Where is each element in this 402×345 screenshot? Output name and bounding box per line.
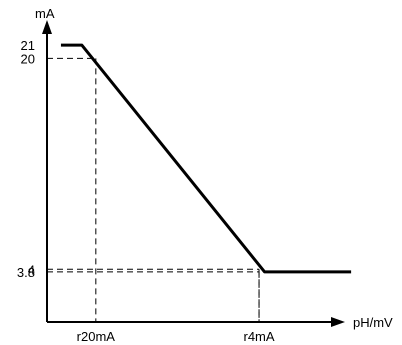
- y-tick-label: 4: [28, 262, 35, 277]
- x-tick-label: r4mA: [244, 329, 275, 344]
- y-tick-label: 3.8: [17, 265, 35, 280]
- x-tick-labels: r20mA r4mA: [77, 329, 275, 344]
- reference-lines: [47, 57, 260, 322]
- series-line: [60, 43, 352, 274]
- x-axis-arrowhead: [331, 317, 345, 327]
- y-tick-label: 21: [21, 38, 35, 53]
- y-axis-label: mA: [35, 6, 55, 21]
- y-axis-arrowhead: [42, 20, 52, 34]
- x-axis-label: pH/mV: [353, 315, 393, 330]
- y-tick-label: 20: [21, 51, 35, 66]
- series-group: [60, 43, 352, 274]
- axes: [42, 20, 345, 327]
- x-tick-label: r20mA: [77, 329, 116, 344]
